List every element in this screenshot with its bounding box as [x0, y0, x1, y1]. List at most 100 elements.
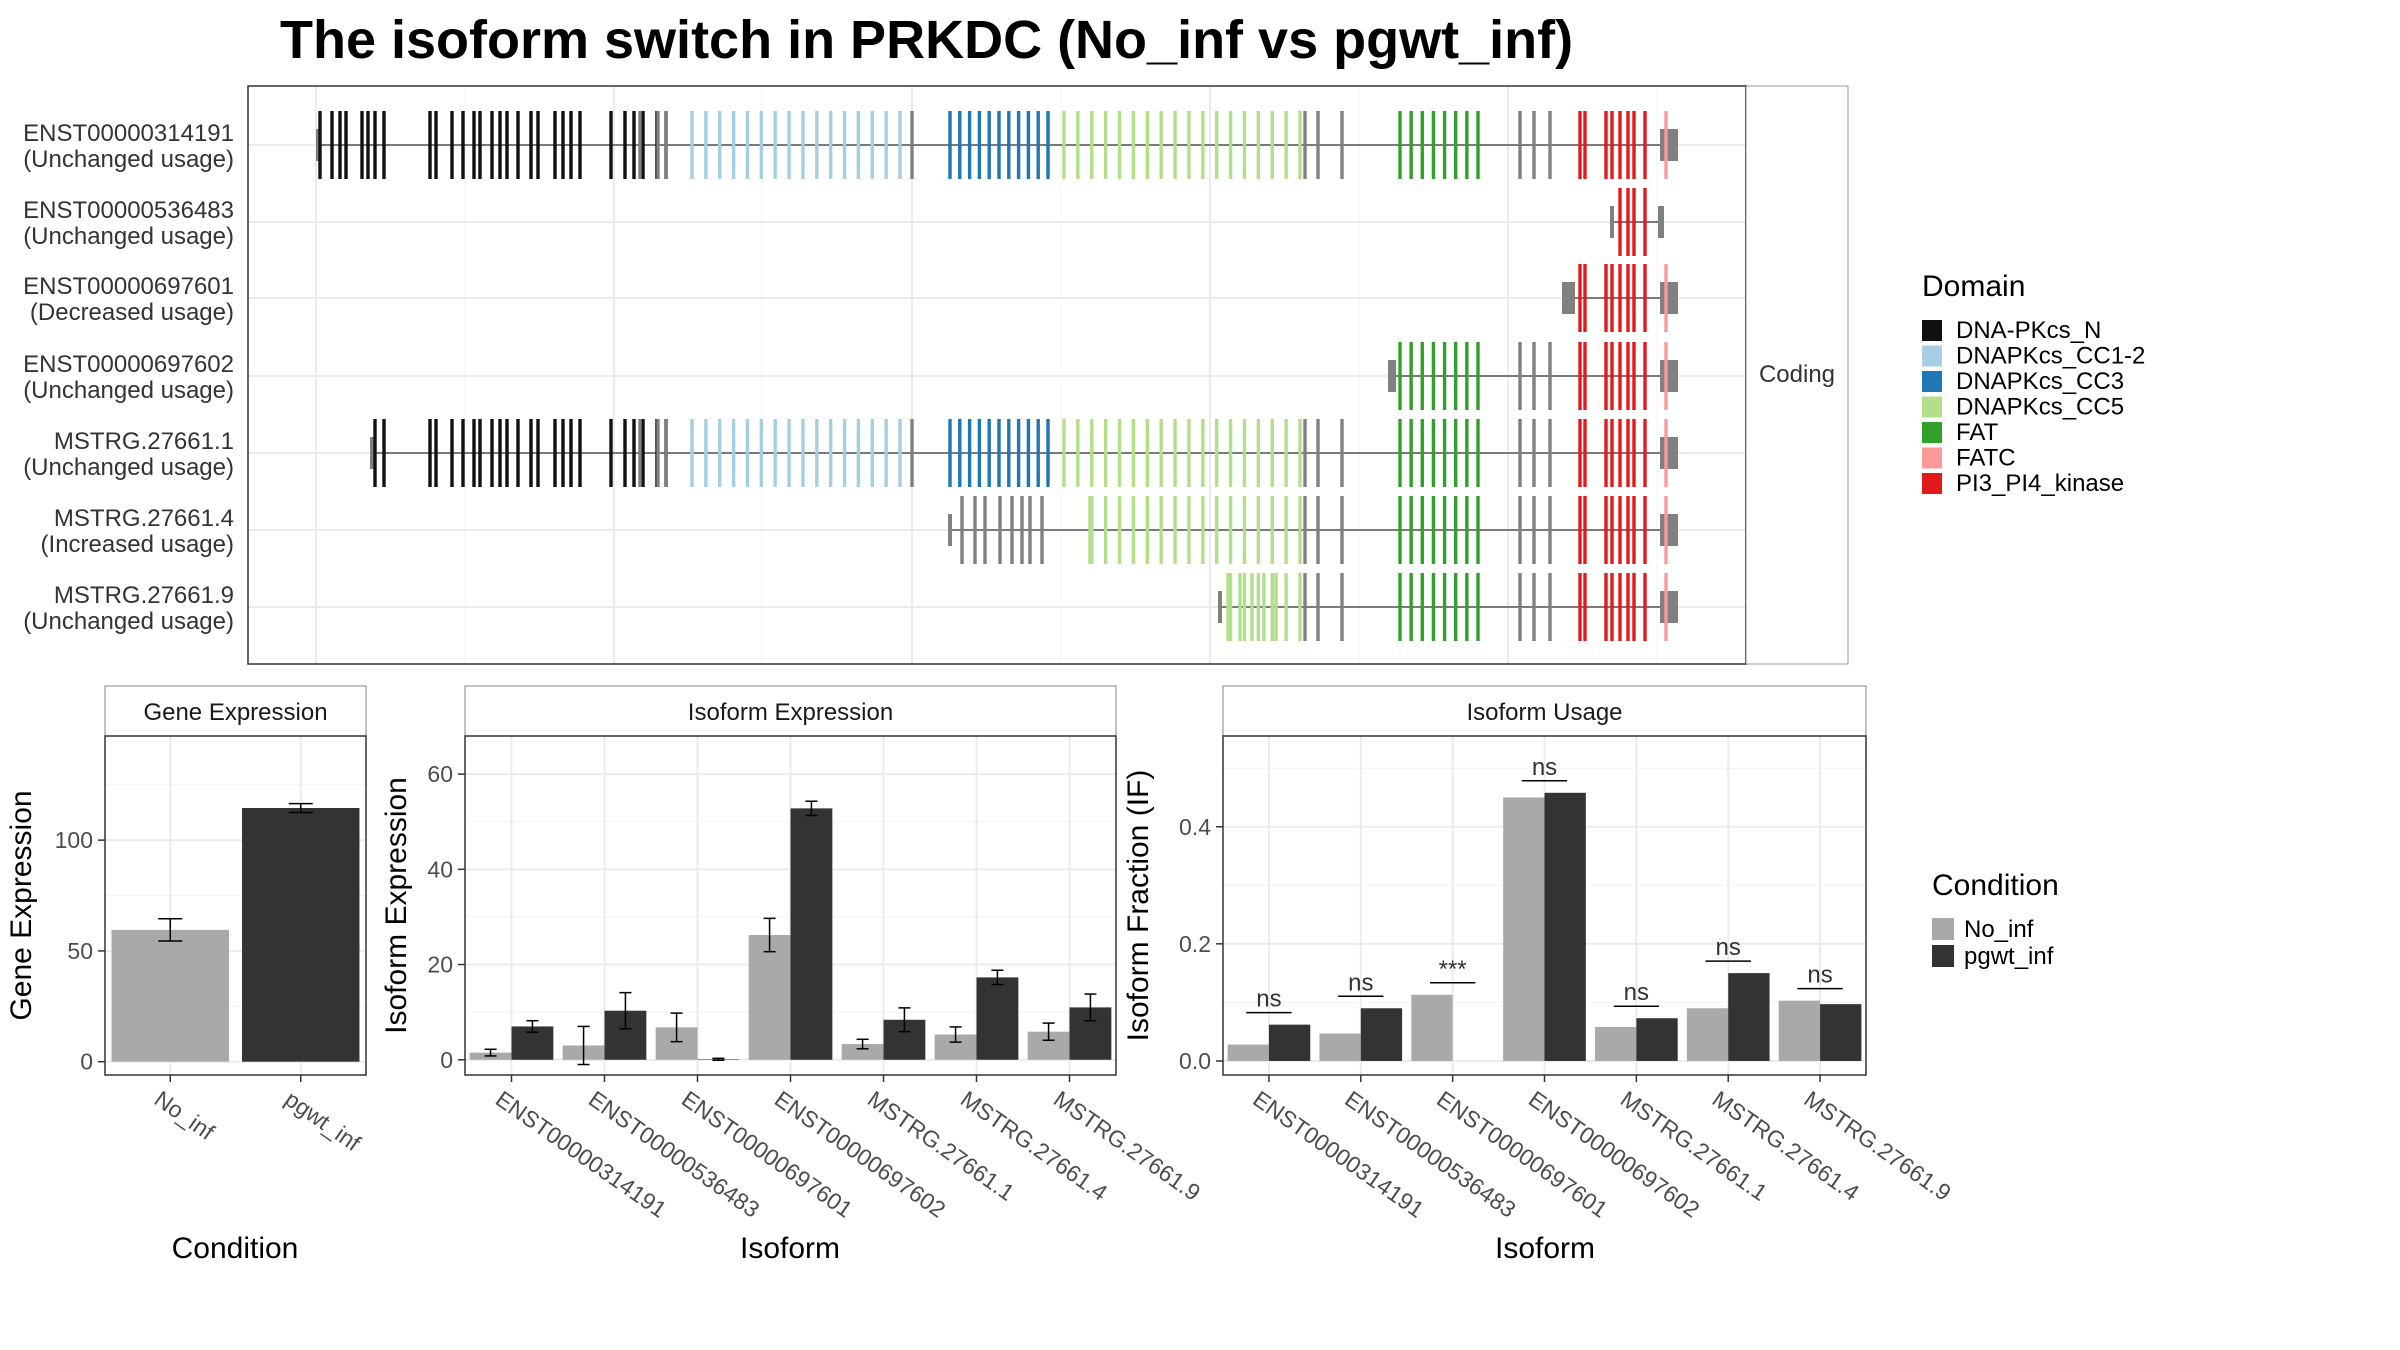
gene-expression-chart: Gene Expression 0 50 100 No_inf pgwt_inf Condi… — [5, 685, 367, 1265]
panel-strip-title: Isoform Expression — [688, 699, 893, 726]
exon — [609, 419, 613, 487]
exon — [1583, 342, 1587, 410]
exon — [472, 419, 476, 487]
exon — [1465, 419, 1469, 487]
exon — [623, 419, 627, 487]
exon — [1316, 496, 1320, 564]
exon — [1442, 111, 1447, 179]
exon — [1117, 496, 1122, 564]
exon — [842, 419, 847, 487]
exon — [1604, 342, 1608, 410]
exon — [1476, 111, 1480, 179]
exon — [958, 111, 962, 179]
exon — [1409, 573, 1413, 641]
exon — [1465, 496, 1469, 564]
exon — [461, 111, 465, 179]
significance-label: ns — [1624, 979, 1649, 1006]
panel-strip — [1222, 685, 1867, 737]
exon — [1643, 573, 1647, 641]
exon — [1103, 419, 1108, 487]
utr3-block — [1658, 206, 1664, 238]
transcript-id-label: ENST00000697601 — [23, 273, 234, 300]
exon — [1316, 111, 1320, 179]
exon — [1228, 573, 1233, 641]
exon — [1604, 573, 1608, 641]
exon — [1454, 573, 1458, 641]
exon — [1578, 111, 1582, 179]
exon — [450, 419, 454, 487]
utr5-block — [370, 437, 374, 469]
exon — [1610, 573, 1614, 641]
domain-legend: Domain DNA-PKcs_NDNAPKcs_CC1-2DNAPKcs_CC… — [1922, 270, 2145, 497]
exon — [1431, 111, 1436, 179]
exon — [759, 419, 764, 487]
exon — [828, 111, 833, 179]
transcript-ENST00000697602 — [1388, 342, 1678, 410]
exon — [1187, 111, 1191, 179]
exon — [318, 111, 322, 179]
bar-No_inf — [1319, 1033, 1361, 1061]
condition-legend-title: Condition — [1932, 869, 2059, 902]
exon — [1398, 419, 1402, 487]
exon — [1409, 342, 1413, 410]
exon — [1664, 496, 1668, 564]
x-tick-label: pgwt_inf — [280, 1086, 366, 1157]
transcript-usage-label: (Decreased usage) — [30, 299, 234, 326]
exon — [1016, 111, 1021, 179]
exon — [1518, 342, 1522, 410]
exon — [478, 111, 482, 179]
bar-No_inf — [1595, 1026, 1637, 1061]
bar-pgwt_inf — [1820, 1004, 1862, 1061]
exon — [801, 419, 805, 487]
y-tick-label: 40 — [427, 856, 453, 882]
domain-legend-key — [1922, 320, 1942, 341]
exon — [1465, 111, 1469, 179]
exon — [1256, 496, 1261, 564]
exon — [1664, 573, 1668, 641]
exon — [1465, 342, 1469, 410]
exon — [553, 419, 557, 487]
exon — [529, 419, 533, 487]
exon — [1604, 111, 1608, 179]
bar-No_inf — [111, 929, 229, 1062]
exon — [1626, 496, 1630, 564]
exon — [1284, 496, 1288, 564]
exon — [1643, 111, 1647, 179]
significance-label: ns — [1716, 934, 1741, 961]
exon — [1298, 111, 1302, 179]
exon — [1618, 264, 1622, 332]
exon — [1626, 342, 1630, 410]
significance-label: ns — [1807, 962, 1832, 989]
exon — [1398, 342, 1402, 410]
domain-legend-key — [1922, 345, 1942, 367]
exon — [958, 419, 962, 487]
panel-strip-title: Gene Expression — [143, 699, 327, 726]
exon — [1604, 496, 1608, 564]
exon — [1632, 111, 1636, 179]
bar-No_inf — [1686, 1008, 1729, 1061]
exon — [1298, 419, 1302, 487]
y-tick-label: 0.2 — [1179, 931, 1211, 957]
exon — [1626, 188, 1630, 256]
isoform-expression-chart: Isoform Expression 0 20 40 60 ENST00000314191… — [380, 685, 1205, 1265]
exon — [983, 496, 987, 564]
exon — [1340, 496, 1344, 564]
transcript-usage-label: (Unchanged usage) — [23, 223, 234, 250]
exon — [434, 111, 438, 179]
exon — [656, 419, 660, 487]
exon — [1026, 111, 1031, 179]
bar-pgwt_inf — [1728, 973, 1770, 1061]
exon — [1228, 111, 1233, 179]
exon — [632, 111, 636, 179]
exon — [1340, 111, 1344, 179]
exon — [1046, 419, 1050, 487]
bar-pgwt_inf — [1544, 792, 1586, 1061]
exon — [561, 111, 565, 179]
bar-pgwt_inf — [1268, 1024, 1311, 1061]
bar-No_inf — [841, 1044, 884, 1060]
exon — [1262, 573, 1266, 641]
exon — [1242, 111, 1247, 179]
utr3-block — [1660, 282, 1678, 314]
exon — [338, 111, 342, 179]
